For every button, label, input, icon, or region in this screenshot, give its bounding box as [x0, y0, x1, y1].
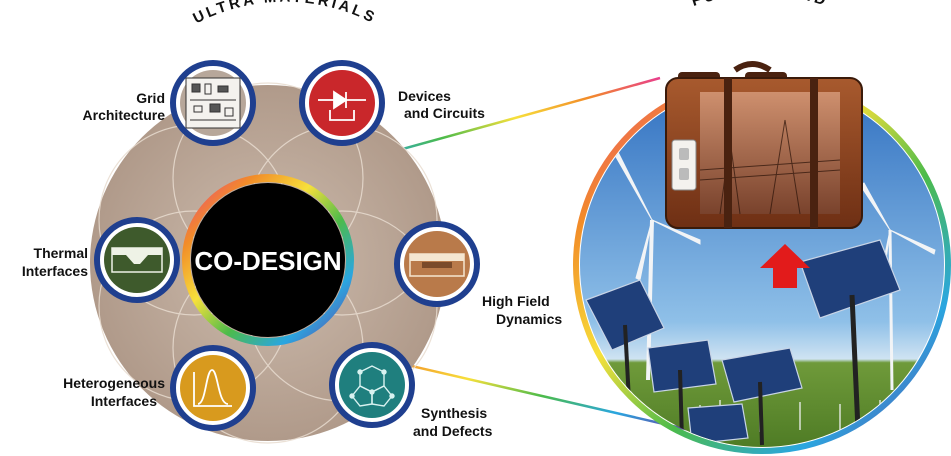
node-label-line2: Dynamics	[496, 311, 562, 327]
co-design-center	[191, 183, 345, 337]
diode-circuit-icon	[318, 90, 366, 121]
layered-block-icon	[409, 253, 465, 277]
node-label-line1: Devices	[398, 88, 451, 104]
node-label-line1: Thermal	[34, 245, 88, 261]
node-label-line1: High Field	[482, 293, 550, 309]
connector-line-top	[369, 76, 661, 160]
up-arrow-icon	[760, 244, 810, 288]
suitcase-icon	[665, 61, 863, 229]
node-grid-architecture: Grid Architecture	[83, 60, 256, 146]
node-synthesis-and-defects: Synthesis and Defects	[329, 342, 493, 439]
node-label-line2: and Defects	[413, 423, 493, 439]
node-devices-and-circuits: Devices and Circuits	[299, 60, 485, 146]
node-heterogeneous-interfaces: Heterogeneous Interfaces	[63, 345, 256, 431]
co-design-label: CO-DESIGN	[194, 246, 341, 276]
node-label-line2: Interfaces	[22, 263, 88, 279]
molecular-network-icon	[349, 365, 395, 407]
peak-curve-icon	[193, 369, 232, 407]
future-grid-title: FUTURE GRID	[689, 0, 830, 10]
circuit-schematic-icon	[190, 83, 236, 121]
node-thermal-interfaces: Thermal Interfaces	[22, 217, 180, 303]
node-label-line1: Heterogeneous	[63, 375, 165, 391]
layer-trough-icon	[111, 247, 163, 273]
ultra-materials-title: ULTRA MATERIALS	[190, 0, 379, 27]
node-high-field-dynamics: High Field Dynamics	[394, 221, 562, 327]
node-label-line1: Synthesis	[421, 405, 487, 421]
node-label-line2: and Circuits	[404, 105, 485, 121]
node-label-line1: Grid	[136, 90, 165, 106]
node-label-line2: Interfaces	[91, 393, 157, 409]
node-label-line2: Architecture	[83, 107, 166, 123]
future-grid-photo	[573, 61, 951, 454]
